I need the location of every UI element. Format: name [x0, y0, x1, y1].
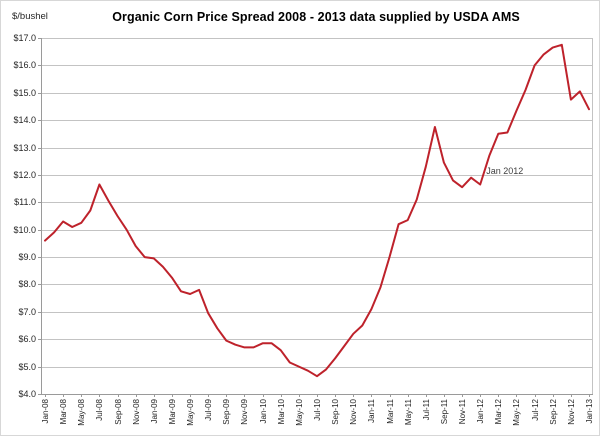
- x-tick-label: Sep-11: [439, 399, 449, 425]
- y-tick-label: $4.0: [18, 389, 36, 399]
- y-tick-label: $16.0: [13, 60, 36, 70]
- x-tick-label: Jan-11: [366, 399, 376, 423]
- y-tick-label: $11.0: [14, 197, 36, 207]
- x-tick-label: Jul-08: [94, 399, 104, 421]
- chart-title: Organic Corn Price Spread 2008 - 2013 da…: [112, 10, 520, 24]
- y-tick-label: $6.0: [18, 334, 36, 344]
- x-tick-label: Jan-09: [149, 399, 159, 424]
- x-tick-label: Jan-13: [584, 399, 594, 424]
- price-line: [44, 43, 590, 378]
- x-tick-label: Nov-09: [239, 399, 249, 425]
- x-tick-label: Sep-12: [548, 399, 558, 425]
- x-tick-label: May-08: [76, 399, 86, 426]
- x-tick-label: May-12: [511, 399, 521, 426]
- y-axis-unit-label: $/bushel: [12, 11, 48, 22]
- x-tick-label: Jan-10: [258, 399, 268, 424]
- y-tick-label: $13.0: [13, 143, 36, 153]
- y-tick-label: $9.0: [18, 252, 36, 262]
- x-tick-label: Jan-08: [40, 399, 50, 424]
- x-tick-label: Sep-08: [113, 399, 123, 425]
- y-tick-label: $7.0: [18, 307, 36, 317]
- x-tick-label: Mar-10: [276, 399, 286, 425]
- x-tick-label: May-10: [294, 399, 304, 426]
- x-tick-label: Mar-09: [167, 399, 177, 425]
- x-tick-label: Nov-12: [566, 399, 576, 425]
- x-tick-label: May-09: [185, 399, 195, 426]
- y-tick-label: $15.0: [13, 88, 36, 98]
- annotation-jan-2012: Jan 2012: [486, 165, 524, 176]
- y-tick-label: $10.0: [13, 225, 36, 235]
- x-tick-label: Nov-08: [131, 399, 141, 425]
- x-tick-label: Nov-11: [457, 399, 467, 425]
- x-tick-label: Jul-09: [203, 399, 213, 421]
- x-tick-label: Jul-10: [312, 399, 322, 421]
- x-tick-label: Nov-10: [348, 399, 358, 425]
- x-tick-label: Mar-12: [493, 399, 503, 425]
- y-tick-label: $5.0: [18, 362, 36, 372]
- y-tick-label: $12.0: [13, 170, 36, 180]
- x-tick-label: Sep-10: [330, 399, 340, 425]
- y-tick-label: $17.0: [13, 33, 36, 43]
- y-tick-label: $14.0: [13, 115, 36, 125]
- x-tick-label: May-11: [403, 399, 413, 426]
- x-tick-label: Jul-11: [421, 399, 431, 421]
- x-tick-label: Sep-09: [221, 399, 231, 425]
- y-tick-label: $8.0: [18, 279, 36, 289]
- x-tick-label: Jul-12: [530, 399, 540, 421]
- x-tick-label: Jan-12: [475, 399, 485, 424]
- x-tick-label: Mar-11: [385, 399, 395, 424]
- x-tick-label: Mar-08: [58, 399, 68, 425]
